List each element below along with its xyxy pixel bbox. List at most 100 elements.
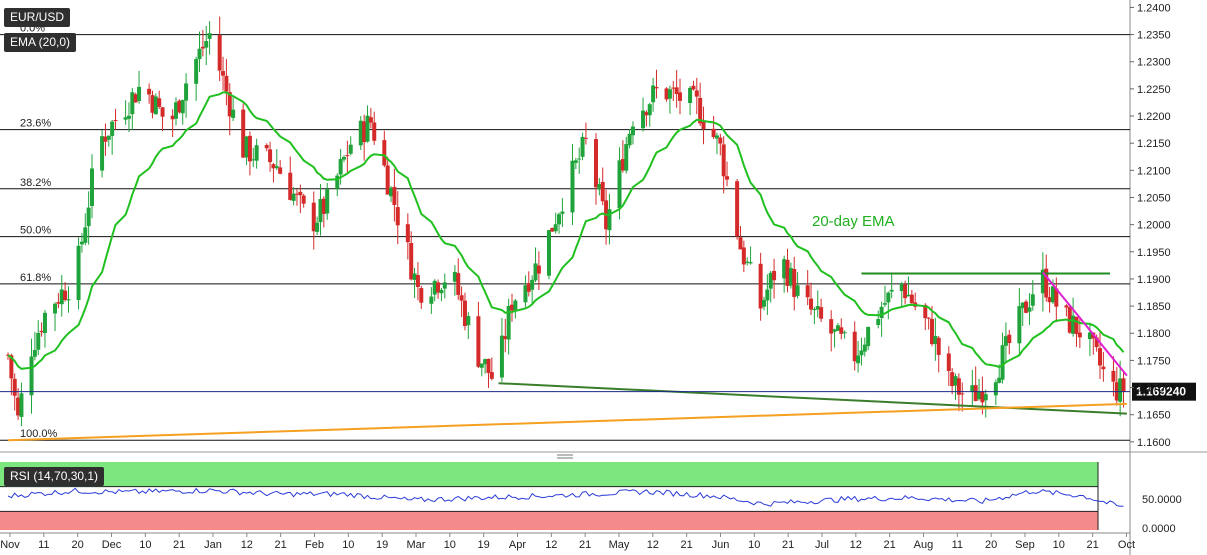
candle-body — [620, 159, 625, 171]
candle-body — [641, 110, 646, 129]
candle-body — [624, 144, 629, 171]
descending-support-line — [498, 382, 1127, 415]
candle-body — [244, 136, 249, 158]
x-tick-label-4: 10 — [139, 539, 151, 551]
x-tick-label-7: 12 — [241, 539, 253, 551]
candle-body — [792, 269, 797, 297]
rsi-indicator-tag[interactable]: RSI (14,70,30,1) — [4, 467, 105, 486]
candle-body — [1040, 269, 1045, 294]
candle-body — [486, 358, 491, 373]
x-tick-label-5: 21 — [173, 539, 185, 551]
candle-body — [311, 202, 316, 232]
candle-body — [842, 332, 847, 334]
x-tick-label-24: Jul — [815, 539, 829, 551]
candle-body — [1030, 294, 1035, 306]
candle-body — [1074, 316, 1079, 334]
candle-body — [479, 363, 484, 368]
y-tick-label-2: 1.1700 — [1137, 383, 1171, 395]
candle-body — [627, 133, 632, 146]
candle-body — [56, 302, 61, 304]
candle-body — [1000, 345, 1005, 380]
candle-body — [926, 317, 931, 319]
fib-level-label-2: 38.2% — [20, 177, 51, 189]
candle-body — [876, 319, 881, 325]
y-tick-label-9: 1.2050 — [1137, 192, 1171, 204]
candle-body — [126, 115, 131, 119]
x-tick-label-8: 21 — [275, 539, 287, 551]
candle-body — [301, 195, 306, 204]
candle-body — [795, 285, 800, 296]
candle-body — [227, 92, 232, 117]
x-tick-label-28: 11 — [952, 539, 963, 551]
candle-body — [879, 306, 884, 319]
candle-body — [254, 145, 259, 161]
candle-body — [110, 121, 115, 136]
candle-body — [271, 164, 276, 169]
candle-body — [150, 95, 155, 113]
candle-body — [573, 160, 578, 163]
candle-body — [1054, 288, 1059, 307]
candle-body — [1094, 337, 1099, 348]
candle-body — [570, 160, 575, 213]
candle-body — [560, 211, 565, 214]
candle-body — [39, 330, 44, 333]
candle-body — [12, 378, 17, 396]
y-tick-label-14: 1.2300 — [1137, 57, 1171, 69]
x-tick-label-26: 21 — [884, 539, 896, 551]
candle-body — [970, 385, 975, 392]
candle-body — [674, 87, 679, 95]
candle-body — [856, 355, 861, 364]
candle-body — [36, 332, 41, 350]
candle-body — [405, 224, 410, 243]
candle-body — [526, 283, 531, 292]
candle-body — [160, 107, 165, 117]
candle-body — [997, 377, 1002, 383]
candle-body — [335, 175, 340, 189]
fib-level-label-1: 23.6% — [20, 118, 51, 130]
candle-body — [983, 394, 988, 401]
symbol-tag[interactable]: EUR/USD — [4, 8, 71, 27]
rsi-line — [7, 487, 1124, 507]
ema-20-line — [7, 91, 1125, 370]
descending-resistance-line — [1042, 271, 1128, 377]
candle-body — [866, 326, 871, 347]
candle-body — [392, 186, 397, 205]
candle-body — [701, 121, 706, 129]
candle-body — [651, 85, 656, 103]
candle-body — [298, 191, 303, 196]
candle-body — [358, 120, 363, 146]
y-tick-label-12: 1.2200 — [1137, 111, 1171, 123]
candle-body — [510, 304, 514, 311]
candle-body — [247, 135, 252, 162]
candle-body — [809, 298, 814, 310]
candle-body — [765, 289, 770, 301]
candle-body — [268, 149, 273, 163]
candle-body — [788, 268, 793, 286]
candle-body — [157, 98, 162, 107]
candle-body — [483, 359, 488, 365]
y-tick-label-4: 1.1800 — [1137, 328, 1171, 340]
candle-body — [180, 100, 185, 114]
candle-body — [1044, 268, 1049, 298]
candle-body — [782, 259, 787, 279]
y-tick-label-11: 1.2150 — [1137, 138, 1171, 150]
candle-body — [90, 168, 94, 207]
candle-body — [832, 329, 837, 332]
rsi-overbought-zone — [0, 462, 1098, 487]
ema-indicator-tag[interactable]: EMA (20,0) — [4, 33, 77, 52]
candle-body — [819, 307, 824, 319]
candle-body — [318, 199, 323, 223]
x-tick-label-23: 21 — [782, 539, 794, 551]
x-tick-label-2: 20 — [72, 539, 84, 551]
candle-body — [452, 272, 457, 282]
candle-body — [462, 300, 467, 326]
candle-body — [617, 160, 622, 209]
y-tick-label-1: 1.1650 — [1137, 410, 1171, 422]
candle-body — [264, 144, 269, 149]
candle-body — [664, 88, 669, 100]
candle-body — [930, 318, 934, 345]
fib-level-label-4: 61.8% — [20, 272, 51, 284]
candle-body — [395, 207, 400, 226]
candle-body — [412, 273, 417, 280]
